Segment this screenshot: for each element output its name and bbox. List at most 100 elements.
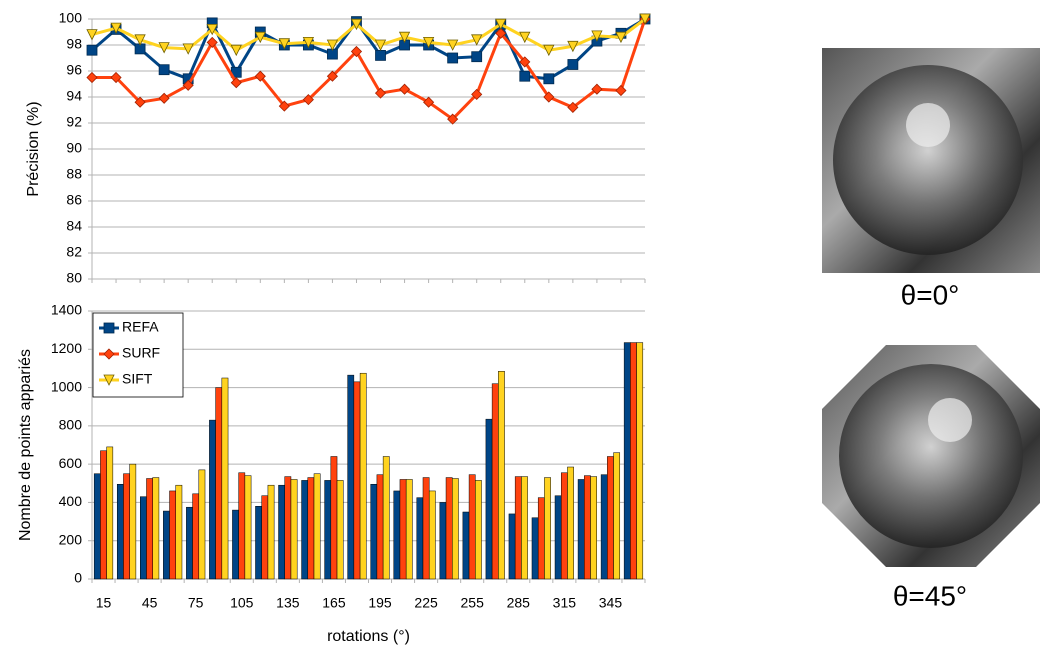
point: [495, 18, 507, 31]
point: [374, 39, 387, 51]
y-tick-label: 80: [66, 270, 82, 286]
point: [230, 44, 242, 57]
y-tick-label: 92: [66, 114, 82, 130]
point: [567, 59, 579, 70]
bar: [169, 490, 177, 580]
y-tick-label: 200: [59, 531, 83, 547]
bar: [198, 469, 206, 580]
point: [374, 87, 387, 99]
point: [519, 31, 531, 44]
bar: [399, 479, 407, 580]
bar: [630, 342, 637, 580]
y-tick-label: 1000: [51, 378, 82, 394]
point: [495, 27, 507, 39]
point: [350, 45, 363, 58]
y-tick-label: 88: [66, 166, 82, 182]
x-tick-label: 45: [142, 595, 158, 611]
point: [326, 70, 339, 82]
bar: [531, 517, 539, 580]
bar: [129, 463, 137, 580]
bar: [116, 483, 124, 580]
y-tick-label: 400: [59, 493, 83, 509]
y-tick-label: 90: [66, 140, 82, 156]
bar: [100, 450, 107, 580]
y-tick-label: 100: [59, 10, 83, 26]
y-tick-label: 82: [66, 244, 82, 260]
bar: [544, 477, 551, 580]
bar: [376, 474, 384, 580]
bar: [508, 513, 516, 580]
point: [254, 31, 266, 44]
x-tick-label: 135: [276, 595, 300, 611]
bar: [600, 474, 608, 580]
image-1: [822, 345, 1040, 567]
point: [158, 64, 170, 76]
bar: [255, 506, 262, 580]
point: [543, 91, 555, 103]
point: [591, 30, 603, 42]
point: [471, 34, 483, 46]
bar: [324, 480, 332, 580]
bar: [613, 452, 621, 580]
legend-marker: [103, 322, 115, 334]
bar: [462, 511, 470, 580]
y-tick-label: 96: [66, 62, 82, 78]
bar: [267, 484, 275, 580]
point: [302, 37, 315, 49]
point: [350, 18, 363, 31]
x-tick-label: 195: [368, 595, 392, 611]
bar: [439, 502, 447, 580]
point: [182, 79, 194, 91]
x-tick-label: 165: [322, 595, 346, 611]
y-tick-label: 86: [66, 192, 82, 208]
bar: [382, 456, 390, 580]
bar: [468, 474, 476, 580]
point: [278, 38, 290, 50]
bar: [584, 475, 591, 580]
bar: [359, 372, 367, 580]
bar: [140, 496, 147, 580]
bar: [428, 490, 436, 580]
point: [447, 52, 459, 64]
x-tick-label: 315: [553, 595, 577, 611]
point: [615, 84, 627, 97]
bar: [238, 472, 246, 580]
point: [567, 101, 579, 113]
bar: [521, 476, 528, 580]
bar: [577, 479, 585, 580]
legend-label: SIFT: [122, 371, 153, 387]
bar: [284, 476, 292, 580]
y-tick-label: 94: [66, 88, 82, 104]
point: [471, 88, 483, 100]
bar: [93, 473, 101, 580]
bar: [590, 476, 597, 580]
y-tick-label: 0: [74, 570, 82, 586]
bar: [215, 387, 223, 580]
bar: [301, 480, 309, 580]
bar: [485, 418, 493, 580]
x-tick-label: 15: [96, 595, 112, 611]
series-line: [91, 17, 646, 53]
legend-marker: [103, 348, 115, 360]
point: [230, 77, 242, 89]
bar: [623, 342, 631, 580]
point: [302, 94, 314, 106]
point: [471, 51, 483, 63]
legend-label: REFA: [122, 319, 159, 335]
bar: [186, 506, 193, 580]
bar: [475, 480, 482, 580]
point: [110, 71, 122, 84]
x-tick-label: 225: [414, 595, 438, 611]
point: [326, 39, 339, 51]
bar: [405, 479, 413, 580]
image-0: [822, 48, 1040, 273]
bar: [498, 371, 505, 580]
bar: [607, 456, 614, 580]
bar: [152, 477, 160, 580]
point: [278, 100, 290, 112]
bar: [221, 377, 229, 580]
y-tick-label: 1400: [51, 302, 82, 318]
y-tick-label: 600: [59, 455, 83, 471]
bar: [491, 383, 499, 580]
